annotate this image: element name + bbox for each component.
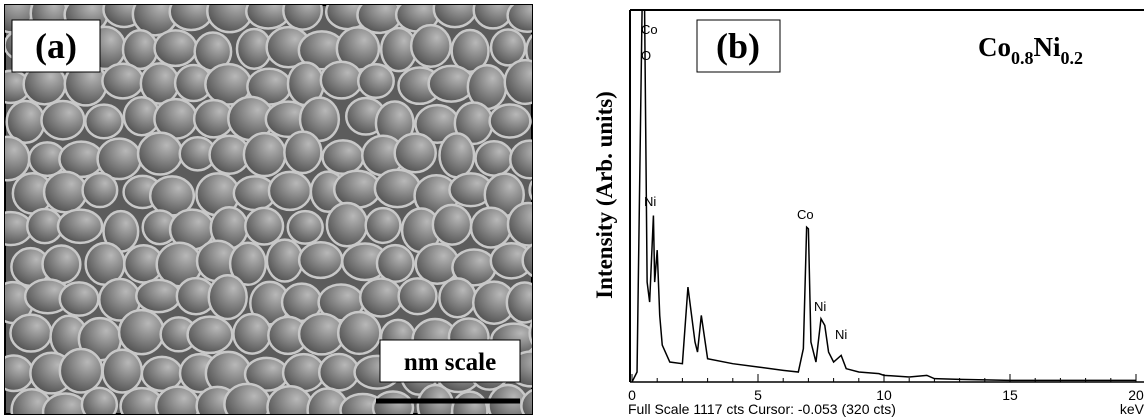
page: {"panel_a": {"label": "(a)", "scale_bar"…	[0, 0, 1144, 419]
particle	[508, 203, 549, 246]
particle	[395, 134, 436, 173]
particle	[299, 242, 342, 278]
particle	[439, 278, 475, 317]
particle	[58, 210, 102, 243]
x-tick-label: 20	[1128, 387, 1144, 403]
particle	[138, 133, 182, 175]
particle	[530, 174, 566, 207]
scale-label: nm scale	[404, 349, 496, 376]
particle	[188, 317, 233, 353]
particle	[334, 171, 380, 208]
particle	[510, 141, 549, 179]
peak-label: Co	[797, 207, 814, 222]
particle	[83, 173, 118, 207]
x-tick-label: 5	[754, 387, 762, 403]
title-part: 0.2	[1061, 48, 1084, 68]
particle	[155, 30, 197, 66]
particle	[60, 282, 99, 315]
particle	[375, 170, 420, 207]
y-axis-label: Intensity (Arb. units)	[592, 91, 617, 299]
particle	[85, 105, 122, 139]
particle	[60, 349, 102, 392]
particle	[399, 278, 437, 314]
particle	[358, 64, 393, 97]
particle	[245, 208, 283, 245]
particle	[44, 172, 86, 213]
particle	[209, 275, 247, 319]
panel-b: Intensity (Arb. units) (b) Co0.8Ni0.2 Co…	[592, 10, 1144, 417]
x-tick-label: 15	[1002, 387, 1018, 403]
particle	[119, 310, 164, 354]
particle	[224, 384, 270, 419]
particle	[533, 102, 567, 142]
x-unit: keV	[1120, 401, 1144, 417]
panel-label: (b)	[716, 26, 760, 66]
particle	[267, 240, 303, 282]
peak-label: Ni	[835, 327, 847, 342]
particle	[411, 25, 450, 67]
particle	[377, 245, 413, 282]
particle	[360, 279, 402, 317]
chart-title: Co0.8Ni0.2	[978, 32, 1083, 68]
particle	[321, 62, 362, 99]
particle	[284, 132, 321, 173]
particle	[507, 283, 542, 323]
particle	[10, 315, 51, 352]
particle	[505, 60, 546, 104]
particle	[476, 141, 513, 175]
particle	[319, 354, 358, 390]
particle	[490, 104, 531, 137]
panel-a: (a) nm scale	[0, 0, 572, 419]
peak-label: Co	[641, 22, 658, 37]
particle	[433, 205, 471, 245]
particle	[244, 133, 286, 176]
particle	[103, 350, 142, 393]
particle	[323, 140, 364, 173]
particle	[366, 208, 401, 243]
particle	[233, 314, 270, 354]
particle	[471, 208, 511, 248]
peak-label: Ni	[814, 299, 826, 314]
title-part: 0.8	[1011, 48, 1034, 68]
particle	[523, 241, 569, 279]
particle	[136, 280, 180, 312]
particle	[327, 203, 367, 246]
particle	[269, 172, 311, 210]
particle	[42, 101, 85, 139]
particle	[530, 312, 572, 353]
particle	[43, 246, 81, 284]
particle	[338, 312, 380, 354]
title-part: Co	[978, 32, 1011, 62]
particle	[439, 133, 474, 177]
x-tick-label: 0	[628, 387, 636, 403]
footer: Full Scale 1117 cts Cursor: -0.053 (320 …	[628, 401, 896, 417]
particle	[288, 211, 323, 244]
particle	[102, 64, 143, 99]
title-part: Ni	[1034, 32, 1061, 62]
panel-label: (a)	[35, 26, 77, 66]
figure: (a) nm scale Intensity (Arb. units) (b) …	[0, 0, 1144, 419]
peak-label: O	[641, 48, 651, 63]
x-tick-label: 10	[876, 387, 892, 403]
